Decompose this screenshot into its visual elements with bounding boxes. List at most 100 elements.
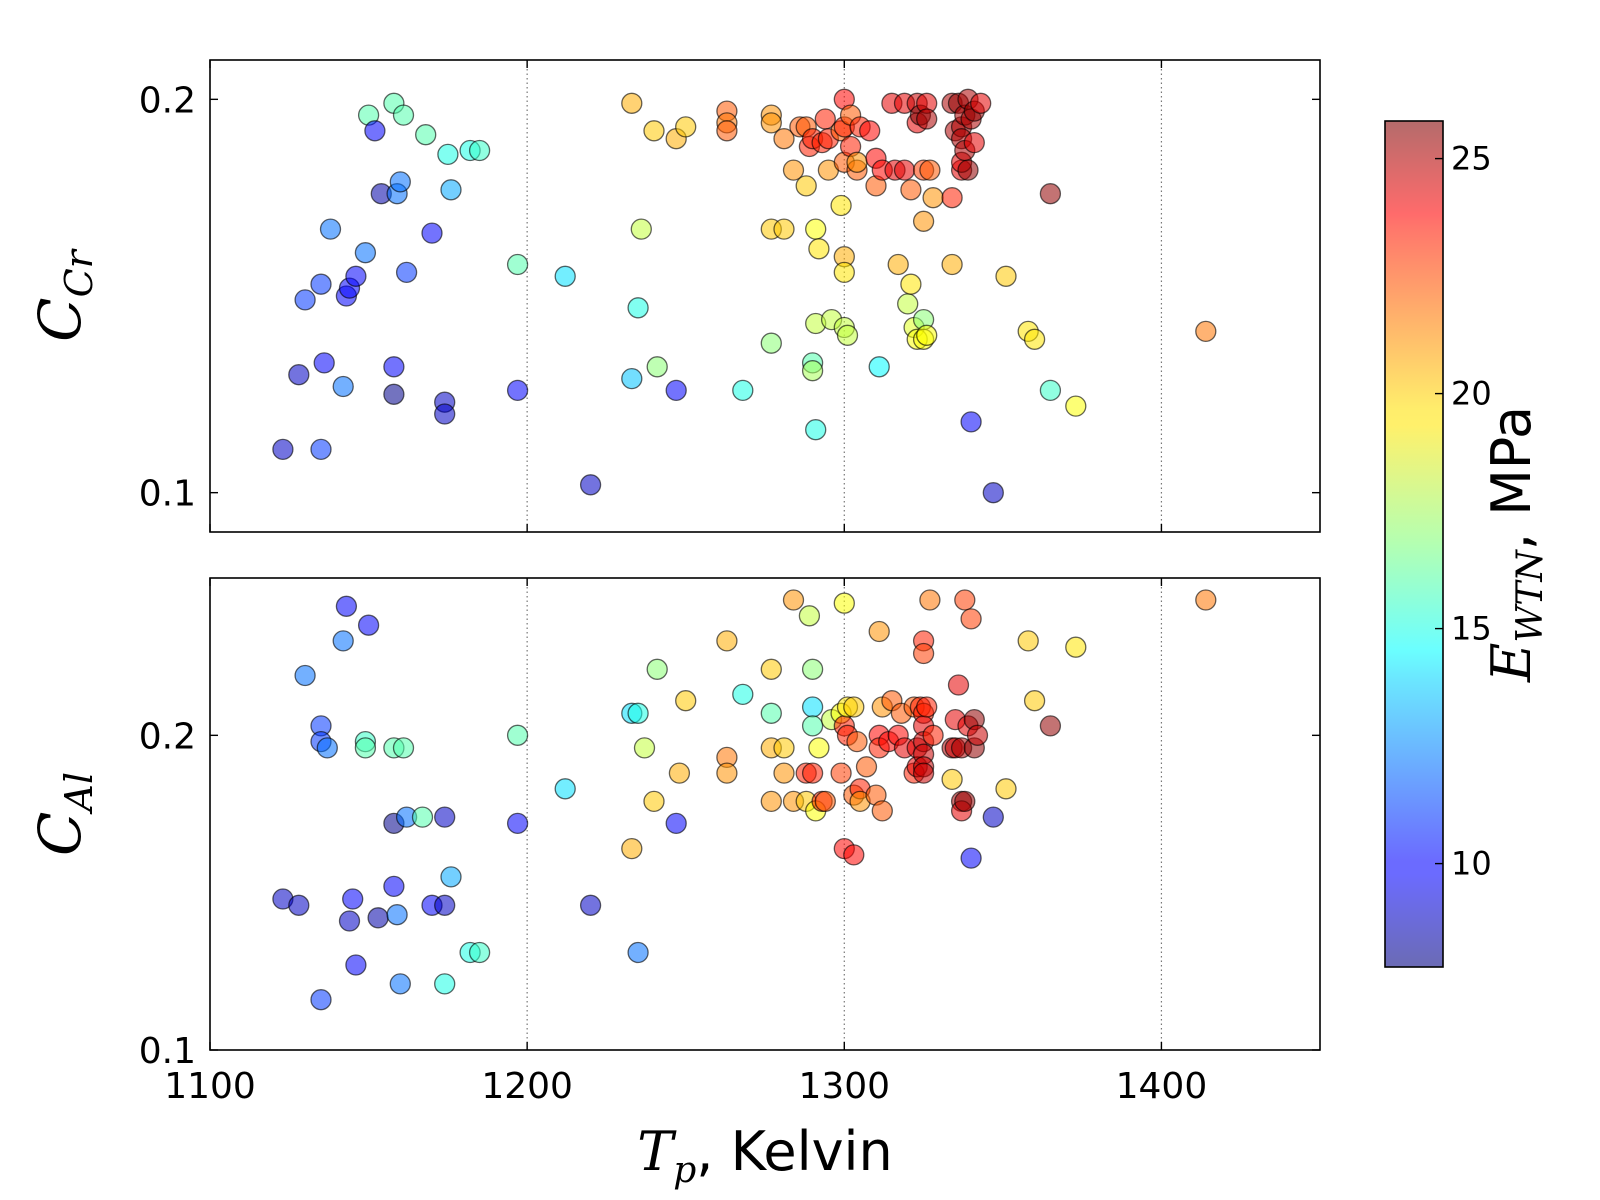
data-point-cr-46 [732,379,754,402]
data-point-cr-53 [782,159,805,181]
data-point-al-100 [912,642,935,665]
data-point-cr-133 [1039,183,1062,205]
data-point-al-118 [954,589,976,611]
data-point-al-122 [960,608,982,630]
data-point-al-44 [675,690,697,712]
data-point-al-2 [294,664,316,687]
data-point-al-15 [367,907,389,929]
data-point-cr-134 [1039,379,1062,402]
data-point-al-78 [843,696,865,718]
data-point-cr-94 [897,293,919,315]
xlabel-subscript: p [673,1150,696,1191]
data-point-al-106 [912,762,935,784]
data-point-cr-16 [383,356,405,378]
ylabel-cr-subscript: Cr [57,247,101,297]
panel-al-yticks: 0.1 0.2 [139,716,1320,1072]
data-point-cr-20 [392,104,415,126]
panel-cr-points [272,88,1217,504]
data-point-cr-64 [808,238,830,260]
data-point-cr-52 [773,128,795,150]
ytick-label-cr-0: 0.1 [139,474,196,515]
data-point-al-40 [643,790,665,813]
data-point-cr-95 [900,273,922,295]
data-point-cr-109 [919,159,941,181]
data-point-al-131 [1065,636,1087,658]
cbar-tick-label-3: 25 [1451,140,1492,178]
xlabel-text: , Kelvin [696,1120,892,1183]
ytick-label-cr-1: 0.2 [139,80,196,121]
panel-cr-ylabel: CCr [26,247,101,341]
data-point-cr-132 [1023,328,1046,350]
data-point-al-20 [389,973,411,995]
panel-al-ylabel: CAl [26,772,101,856]
data-point-al-61 [801,696,824,718]
data-point-cr-31 [506,379,529,402]
cbar-tick-label-1: 15 [1451,610,1492,648]
ylabel-cr-symbol: C [26,297,94,341]
xtick-label-1: 1200 [481,1066,573,1107]
data-point-cr-19 [389,171,411,193]
cbar-tick-label-0: 10 [1451,845,1492,883]
data-point-cr-25 [434,403,456,425]
data-point-al-127 [995,778,1017,800]
data-point-al-28 [440,866,462,888]
data-point-al-119 [954,790,976,813]
xlabel-symbol: T [637,1120,677,1183]
data-point-al-48 [732,683,754,706]
data-point-cr-136 [1195,320,1217,343]
data-point-cr-76 [833,261,855,284]
data-point-cr-135 [1065,395,1087,417]
data-point-al-30 [468,941,491,964]
data-point-al-114 [947,674,970,696]
data-point-al-87 [871,800,893,822]
data-point-cr-27 [440,179,462,201]
data-point-al-13 [354,737,377,759]
panel-cr-frame [209,59,1321,533]
xtick-label-3: 1400 [1116,1066,1208,1107]
data-point-cr-62 [805,218,827,240]
data-point-cr-45 [716,120,738,142]
data-point-al-42 [665,812,687,835]
colorbar-gradient [1384,120,1444,968]
panel-cr-xticks [209,60,1163,532]
data-point-cr-30 [506,253,529,276]
data-point-cr-38 [643,120,665,142]
data-point-al-31 [506,724,529,746]
data-point-cr-35 [621,367,643,390]
panel-al: 0.1 0.2 1100 1200 1300 1400 CAl [26,577,1321,1107]
data-point-cr-23 [421,222,443,244]
data-point-al-132 [1195,589,1217,611]
data-point-al-7 [332,630,354,652]
data-point-al-121 [960,847,982,869]
data-point-al-1 [288,894,310,916]
data-point-cr-2 [294,289,316,311]
ylabel-al-subscript: Al [57,772,101,815]
data-point-al-52 [760,790,782,813]
data-point-al-63 [801,762,824,784]
panel-al-frame [209,577,1321,1051]
data-point-al-62 [801,715,824,737]
x-axis-label: Tp, Kelvin [637,1120,893,1191]
data-point-al-38 [627,941,649,964]
data-point-cr-91 [887,253,909,276]
xtick-label-0: 1100 [164,1066,256,1107]
data-point-al-8 [335,595,358,617]
data-point-cr-108 [916,108,938,130]
xtick-label-2: 1300 [798,1066,890,1107]
data-point-al-36 [621,837,643,860]
data-point-al-50 [760,702,782,724]
data-point-al-54 [773,762,795,784]
data-point-al-67 [814,790,836,813]
data-point-al-10 [342,888,364,910]
data-point-al-65 [808,737,830,759]
data-point-al-32 [506,812,529,835]
data-point-al-72 [833,592,855,614]
data-point-cr-106 [916,324,938,346]
data-point-al-34 [579,894,602,916]
data-point-al-27 [434,973,456,995]
data-point-al-76 [843,844,865,866]
data-point-al-18 [383,875,405,898]
data-point-cr-78 [836,324,859,346]
data-point-al-41 [646,658,668,680]
